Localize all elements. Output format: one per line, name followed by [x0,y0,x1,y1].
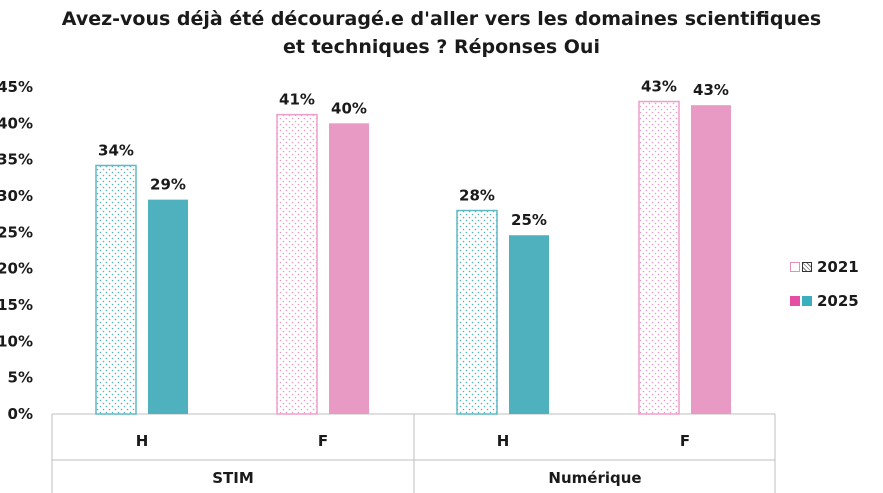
legend-swatch-2025-f [790,296,800,306]
data-label-2025: 43% [693,81,729,99]
data-label-2021: 28% [459,187,495,205]
y-tick-label: 35% [0,151,33,169]
data-label-2021: 43% [641,78,677,96]
bar-2021 [456,209,498,415]
data-label-2021: 34% [98,141,134,159]
bar-2021 [95,164,137,415]
legend-swatch-2021-f [790,262,800,272]
category-label: H [136,432,149,450]
data-label-2025: 29% [150,176,186,194]
category-label: F [318,432,328,450]
legend-item-2025: 2025 [790,292,859,310]
y-tick-label: 25% [0,223,33,241]
bar-2025 [148,199,188,414]
chart-title-line-1: Avez-vous déjà été découragé.e d'aller v… [61,8,822,30]
y-tick-label: 40% [0,114,33,132]
bar-2025 [329,123,369,414]
legend-label-2025: 2025 [817,292,859,310]
y-tick-label: 20% [0,260,33,278]
bar-2021 [276,113,318,415]
legend-label-2021: 2021 [817,258,859,276]
data-label-2025: 25% [511,211,547,229]
y-tick-label: 45% [0,78,33,96]
legend-item-2021: 2021 [790,258,859,276]
y-tick-label: 0% [8,405,33,423]
category-label: F [680,432,690,450]
y-tick-label: 10% [0,332,33,350]
legend-swatch-2021-h [802,262,812,272]
group-label: STIM [212,469,254,487]
group-label: Numérique [548,469,641,487]
y-tick-label: 5% [8,369,33,387]
y-tick-label: 30% [0,187,33,205]
bar-2025 [509,235,549,414]
category-label: H [497,432,510,450]
data-label-2025: 40% [331,99,367,117]
bar-2025 [691,105,731,415]
legend-swatch-2025-h [802,296,812,306]
chart-title-line-2: et techniques ? Réponses Oui [283,36,600,58]
bar-2021 [638,100,680,415]
data-label-2021: 41% [279,91,315,109]
y-tick-label: 15% [0,296,33,314]
